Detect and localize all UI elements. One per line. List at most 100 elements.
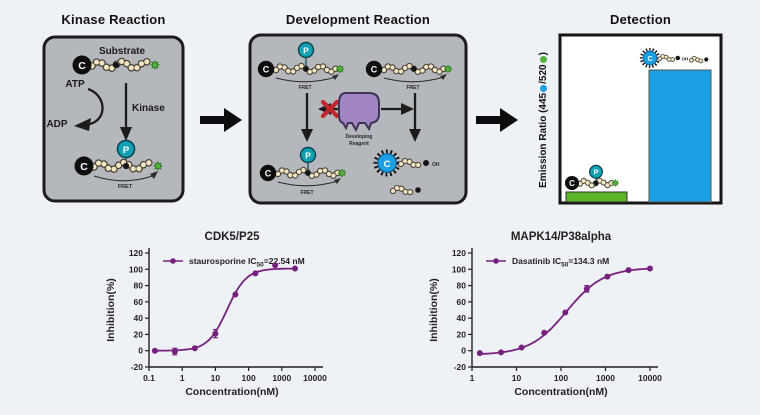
phosphorylated-peptide-icon: C P FRET bbox=[74, 139, 163, 190]
svg-text:C: C bbox=[569, 179, 575, 188]
oh-label: OH bbox=[682, 56, 689, 61]
x-tick-label: 10000 bbox=[303, 373, 327, 383]
y-tick-label: 80 bbox=[457, 281, 467, 291]
svg-text:C: C bbox=[371, 65, 378, 75]
data-point bbox=[541, 329, 548, 336]
x-tick-label: 1000 bbox=[596, 373, 615, 383]
data-point bbox=[562, 309, 569, 316]
svg-text:P: P bbox=[305, 151, 311, 161]
x-tick-label: 1 bbox=[470, 373, 475, 383]
data-point bbox=[292, 265, 299, 272]
svg-text:FRET: FRET bbox=[300, 190, 313, 196]
development-reaction-panel: C P FRET C FRET bbox=[248, 33, 468, 205]
data-point bbox=[212, 330, 219, 337]
data-point bbox=[498, 349, 505, 356]
svg-text:P: P bbox=[593, 168, 598, 177]
data-point bbox=[232, 291, 239, 298]
data-point bbox=[476, 350, 483, 357]
legend-marker-icon bbox=[493, 258, 499, 264]
svg-text:C: C bbox=[265, 169, 272, 179]
workflow-arrow-icon bbox=[200, 108, 242, 132]
svg-text:C: C bbox=[80, 161, 88, 173]
fluorophore-star-icon bbox=[150, 60, 160, 70]
svg-text:C: C bbox=[78, 60, 86, 72]
y-axis-label: Inhibition(%) bbox=[105, 278, 117, 342]
ratio-445-dot-icon bbox=[540, 84, 547, 92]
data-point bbox=[191, 345, 198, 352]
oh-label: OH bbox=[432, 162, 440, 168]
detection-panel: C P C OH bbox=[558, 33, 723, 205]
y-tick-label: 80 bbox=[134, 281, 144, 291]
chart-title: CDK5/P25 bbox=[205, 231, 261, 243]
developing-reagent-icon bbox=[338, 92, 380, 133]
ratio-520-dot-icon bbox=[540, 56, 547, 64]
svg-text:FRET: FRET bbox=[406, 85, 419, 91]
data-point bbox=[604, 273, 611, 280]
legend-label: Dasatinib IC50=134.3 nM bbox=[512, 256, 609, 268]
svg-text:FRET: FRET bbox=[298, 85, 311, 91]
y-tick-label: 20 bbox=[134, 329, 144, 339]
atp-adp-arrowhead bbox=[74, 118, 91, 131]
reagent-label-line1: Developing bbox=[346, 134, 373, 140]
low-ratio-bar bbox=[565, 191, 628, 203]
x-tick-label: 10000 bbox=[638, 373, 662, 383]
y-tick-label: 120 bbox=[452, 248, 466, 258]
data-point bbox=[252, 270, 259, 277]
phosphorylated-peptide-icon: C P FRET bbox=[257, 41, 345, 91]
svg-text:C: C bbox=[384, 159, 391, 170]
x-tick-label: 1000 bbox=[272, 373, 291, 383]
data-point bbox=[151, 347, 158, 354]
substrate-label: Substrate bbox=[99, 46, 146, 57]
adp-label: ADP bbox=[46, 119, 67, 130]
y-tick-label: -20 bbox=[454, 362, 467, 372]
fluorophore-star-icon bbox=[153, 161, 163, 171]
x-axis-label: Concentration(nM) bbox=[514, 386, 607, 398]
substrate-peptide-icon: C bbox=[72, 55, 160, 75]
chart-title: MAPK14/P38alpha bbox=[511, 231, 612, 243]
substrate-peptide-icon: C FRET bbox=[365, 60, 453, 91]
y-tick-label: 0 bbox=[138, 346, 143, 356]
phosphorylated-peptide-icon: C P bbox=[564, 164, 619, 191]
fluorophore-star-icon bbox=[443, 64, 453, 74]
y-tick-label: 100 bbox=[452, 264, 466, 274]
x-tick-label: 0.1 bbox=[143, 373, 155, 383]
blocked-x-icon bbox=[320, 99, 340, 119]
phosphate-icon bbox=[297, 41, 315, 59]
y-tick-label: 60 bbox=[134, 297, 144, 307]
fret-arc bbox=[383, 76, 445, 83]
x-tick-label: 1 bbox=[180, 373, 185, 383]
y-tick-label: 0 bbox=[461, 346, 466, 356]
y-tick-label: 20 bbox=[457, 329, 467, 339]
fret-arc bbox=[277, 180, 339, 187]
data-point bbox=[625, 267, 632, 274]
fret-arc bbox=[93, 174, 156, 182]
atp-label: ATP bbox=[65, 79, 85, 90]
fluorophore-star-icon bbox=[337, 168, 347, 178]
phosphate-icon bbox=[116, 139, 136, 159]
workflow-arrow-icon bbox=[476, 108, 518, 132]
cleaved-peptide-icon: C OH bbox=[373, 149, 440, 196]
x-tick-label: 100 bbox=[242, 373, 256, 383]
svg-text:P: P bbox=[303, 46, 309, 56]
legend-marker-icon bbox=[170, 258, 176, 264]
svg-text:C: C bbox=[647, 55, 652, 63]
phosphate-icon bbox=[589, 164, 604, 179]
kinase-arrowhead bbox=[120, 127, 132, 141]
reagent-label-line2: Reagent bbox=[349, 141, 369, 147]
kinase-reaction-title: Kinase Reaction bbox=[61, 12, 166, 27]
atp-adp-arrow bbox=[87, 87, 104, 126]
y-tick-label: 100 bbox=[129, 264, 143, 274]
x-tick-label: 100 bbox=[554, 373, 568, 383]
y-tick-label: 120 bbox=[129, 248, 143, 258]
x-axis-label: Concentration(nM) bbox=[185, 386, 278, 398]
cleaved-peptide-icon: C OH bbox=[639, 47, 709, 69]
fret-arc bbox=[275, 76, 337, 83]
donor-dye-icon bbox=[74, 156, 94, 176]
high-ratio-bar bbox=[648, 69, 712, 203]
svg-text:C: C bbox=[263, 65, 270, 75]
data-point bbox=[171, 348, 178, 355]
x-tick-label: 10 bbox=[512, 373, 522, 383]
phosphorylated-peptide-icon: C P FRET bbox=[259, 146, 347, 196]
